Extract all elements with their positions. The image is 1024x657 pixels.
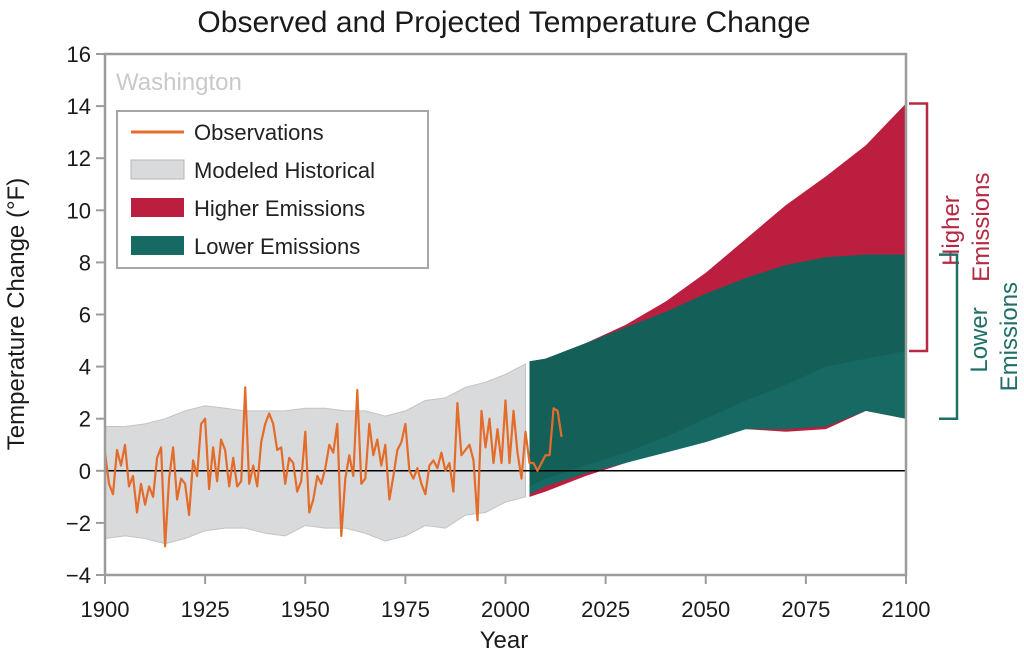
higher-emissions-bracket-line (909, 102, 929, 353)
x-axis-label: Year (480, 627, 529, 654)
x-tick-label: 2075 (781, 597, 830, 622)
lower-emissions-bracket-line (939, 253, 959, 420)
observations-line (103, 386, 563, 548)
y-tick-label: 14 (67, 94, 91, 119)
x-tick-label: 2025 (581, 597, 630, 622)
x-tick-label: 2050 (681, 597, 730, 622)
x-tick-label: 1975 (381, 597, 430, 622)
y-tick-label: 10 (67, 198, 91, 223)
higher-emissions-bracket-label: Higher Emissions (938, 173, 995, 282)
y-axis-label: Temperature Change (°F) (3, 178, 30, 450)
y-tick-label: 8 (79, 250, 91, 275)
y-tick-label: 0 (79, 459, 91, 484)
y-tick-label: 2 (79, 407, 91, 432)
x-axis-ticks: 1900 1925 1950 1975 2000 2025 2050 2075 2100 (81, 575, 931, 622)
legend: Observations Modeled Historical Higher E… (116, 110, 429, 269)
y-tick-label: 12 (67, 146, 91, 171)
legend-lower-emissions-swatch (131, 236, 184, 255)
lower-emissions-inner-band (529, 254, 906, 487)
y-tick-label: −2 (66, 511, 91, 536)
observations-series (103, 386, 563, 548)
region-label: Washington (116, 69, 242, 96)
y-tick-label: 4 (79, 355, 91, 380)
legend-observations-label: Observations (194, 120, 324, 145)
x-tick-label: 2100 (882, 597, 931, 622)
x-tick-label: 1900 (81, 597, 130, 622)
legend-higher-emissions-label: Higher Emissions (194, 196, 365, 221)
projection-bands (104, 103, 906, 545)
y-axis-ticks: −4 −2 0 2 4 6 8 10 12 14 16 (66, 42, 105, 588)
x-tick-label: 2000 (481, 597, 530, 622)
modeled-historical-band (104, 363, 526, 545)
lower-emissions-bracket-label: Lower Emissions (966, 282, 1023, 391)
chart-title: Observed and Projected Temperature Chang… (197, 6, 810, 39)
legend-lower-emissions-label: Lower Emissions (194, 234, 360, 259)
x-tick-label: 1950 (281, 597, 330, 622)
y-tick-label: 6 (79, 303, 91, 328)
lower-emissions-bracket: Lower Emissions (939, 253, 1023, 420)
legend-higher-emissions-swatch (131, 198, 184, 217)
legend-modeled-historical-swatch (130, 159, 185, 180)
x-tick-label: 1925 (181, 597, 230, 622)
legend-modeled-historical-label: Modeled Historical (194, 158, 375, 183)
y-tick-label: 16 (67, 42, 91, 67)
y-tick-label: −4 (66, 563, 91, 588)
